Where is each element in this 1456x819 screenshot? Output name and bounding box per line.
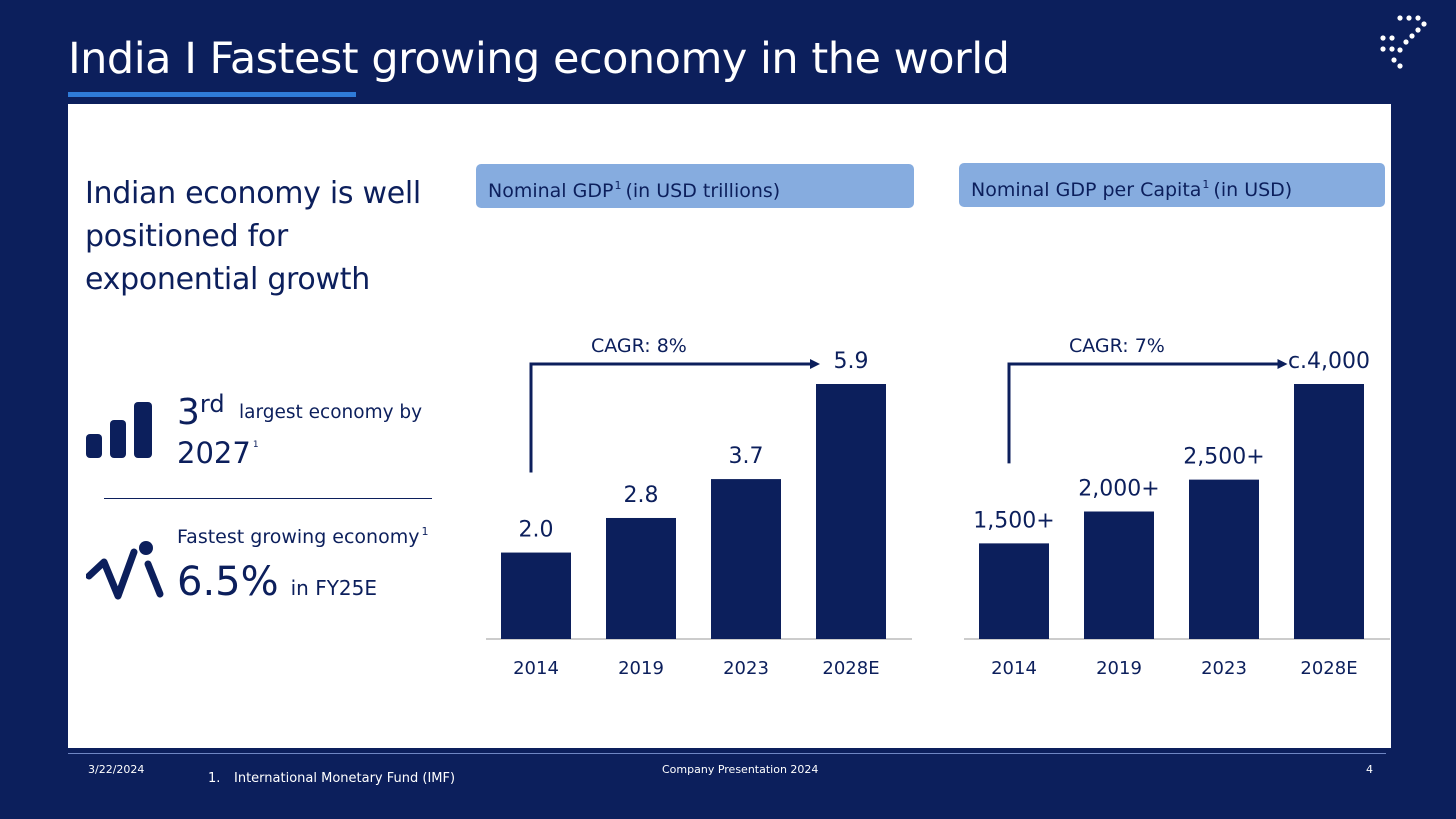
data-label-2019: 2.8 bbox=[624, 483, 659, 508]
data-label-2019: 2,000+ bbox=[1078, 477, 1159, 502]
data-label-2014: 2.0 bbox=[519, 518, 554, 543]
gdp-bar-chart: 2.0 2014 2.8 2019 3.7 2023 5.9 2028E CAGR: 8% bbox=[486, 335, 912, 679]
page-number: 4 bbox=[1366, 763, 1373, 776]
cagr-annotation: CAGR: 8% bbox=[591, 335, 687, 357]
x-tick-2019: 2019 bbox=[618, 658, 664, 679]
x-tick-2014: 2014 bbox=[513, 658, 559, 679]
x-tick-2014: 2014 bbox=[991, 658, 1037, 679]
data-label-2014: 1,500+ bbox=[973, 508, 1054, 533]
footer-center-text: Company Presentation 2024 bbox=[662, 763, 819, 776]
stat2-value: 6.5% in FY25E bbox=[177, 559, 378, 605]
stat1-text: largest economy by bbox=[239, 402, 423, 423]
growth-person-icon bbox=[86, 541, 164, 600]
bar-2023 bbox=[1189, 479, 1259, 639]
stat2-text: Fastest growing economy 1 bbox=[177, 525, 429, 548]
bar-2028E bbox=[1294, 384, 1364, 639]
cagr-annotation: CAGR: 7% bbox=[1069, 335, 1165, 357]
page-title: India I Fastest growing economy in the w… bbox=[68, 34, 1010, 84]
bar-2014 bbox=[979, 543, 1049, 639]
footer-note-number: 1. bbox=[208, 771, 221, 786]
cagr-arrow-line bbox=[1007, 362, 1278, 464]
data-label-2028E: c.4,000 bbox=[1288, 349, 1370, 374]
cagr-arrow-head bbox=[1277, 359, 1288, 369]
stat1-year: 2027 1 bbox=[177, 436, 259, 470]
stat2-footnote-ref: 1 bbox=[421, 525, 429, 538]
stat1-value: 3rd bbox=[177, 390, 225, 433]
bar-2028E bbox=[816, 384, 886, 639]
title-underline bbox=[68, 92, 356, 97]
bar-chart-icon bbox=[86, 402, 152, 458]
x-tick-2028E: 2028E bbox=[822, 658, 879, 679]
cagr-arrow-head bbox=[810, 359, 820, 369]
bar-2019 bbox=[606, 517, 676, 639]
x-tick-2023: 2023 bbox=[1201, 658, 1247, 679]
footer-note: International Monetary Fund (IMF) bbox=[234, 771, 456, 786]
gdp-chart-header: Nominal GDP1 (in USD trillions) bbox=[476, 164, 914, 208]
stat2-suffix: in FY25E bbox=[290, 576, 378, 600]
bar-2023 bbox=[711, 479, 781, 639]
cagr-arrow-line bbox=[529, 362, 810, 473]
gdp-per-capita-bar-chart: 1,500+ 2014 2,000+ 2019 2,500+ 2023 c.4,000 202… bbox=[964, 335, 1390, 679]
stat1-footnote-ref: 1 bbox=[252, 440, 259, 450]
stat-divider bbox=[104, 498, 432, 499]
x-tick-2028E: 2028E bbox=[1300, 658, 1357, 679]
bar-2019 bbox=[1084, 511, 1154, 639]
data-label-2023: 3.7 bbox=[729, 444, 764, 469]
footer-date: 3/22/2024 bbox=[88, 763, 145, 776]
gdp-per-capita-chart-header: Nominal GDP per Capita1 (in USD) bbox=[959, 163, 1385, 207]
bar-2014 bbox=[501, 552, 571, 639]
x-tick-2019: 2019 bbox=[1096, 658, 1142, 679]
x-tick-2023: 2023 bbox=[723, 658, 769, 679]
dotted-arrow-logo-icon bbox=[1380, 15, 1427, 69]
data-label-2023: 2,500+ bbox=[1183, 445, 1264, 470]
content-panel: Indian economy is well positioned for ex… bbox=[68, 104, 1391, 748]
footer-divider bbox=[68, 753, 1386, 754]
headline: Indian economy is well positioned for ex… bbox=[85, 176, 421, 297]
data-label-2028E: 5.9 bbox=[834, 349, 869, 374]
